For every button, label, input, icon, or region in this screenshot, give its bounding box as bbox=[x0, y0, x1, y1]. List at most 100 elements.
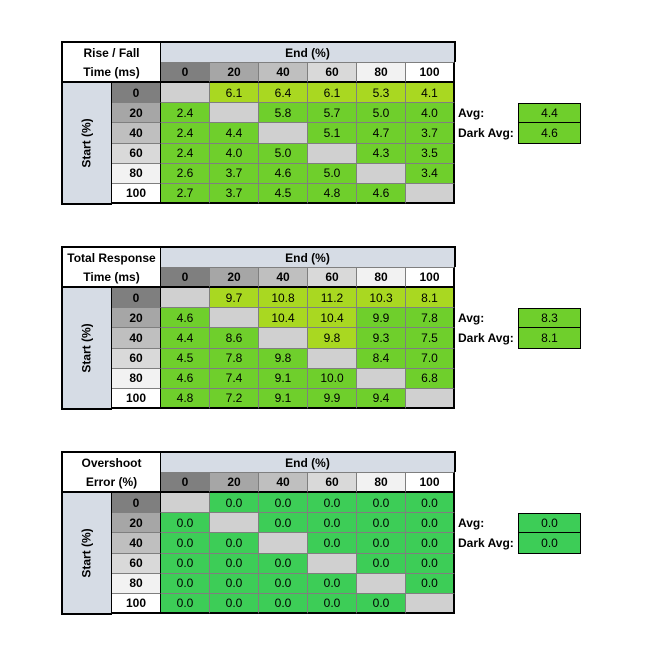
value-cell: 4.4 bbox=[210, 123, 259, 144]
value-cell bbox=[308, 553, 357, 574]
value-cell: 9.9 bbox=[357, 308, 406, 329]
value-cell bbox=[406, 594, 455, 615]
column-header: 100 bbox=[406, 267, 455, 288]
value-cell: 0.0 bbox=[259, 594, 308, 615]
value-cell: 3.7 bbox=[210, 163, 259, 184]
value-cell: 9.3 bbox=[357, 328, 406, 349]
table-title-line2: Time (ms) bbox=[61, 267, 161, 288]
column-header: 60 bbox=[308, 472, 357, 493]
value-cell: 6.8 bbox=[406, 368, 455, 389]
value-cell: 9.1 bbox=[259, 389, 308, 410]
value-cell: 5.0 bbox=[259, 143, 308, 164]
avg-label: Avg: bbox=[458, 311, 485, 326]
row-header: 20 bbox=[112, 513, 161, 534]
value-cell bbox=[161, 288, 210, 309]
value-cell: 7.4 bbox=[210, 368, 259, 389]
value-cell: 0.0 bbox=[210, 553, 259, 574]
value-cell: 4.7 bbox=[357, 123, 406, 144]
value-cell bbox=[357, 368, 406, 389]
value-cell: 0.0 bbox=[406, 493, 455, 514]
value-cell: 3.5 bbox=[406, 143, 455, 164]
value-cell: 6.1 bbox=[210, 83, 259, 104]
value-cell: 4.1 bbox=[406, 83, 455, 104]
table-title-line1: Rise / Fall bbox=[61, 41, 161, 62]
value-cell: 0.0 bbox=[259, 513, 308, 534]
column-header: 100 bbox=[406, 472, 455, 493]
value-cell: 0.0 bbox=[161, 533, 210, 554]
column-header: 60 bbox=[308, 267, 357, 288]
value-cell: 0.0 bbox=[161, 573, 210, 594]
value-cell bbox=[259, 123, 308, 144]
value-cell: 4.6 bbox=[357, 184, 406, 205]
value-cell: 10.3 bbox=[357, 288, 406, 309]
column-header: 0 bbox=[161, 472, 210, 493]
value-cell: 4.0 bbox=[406, 103, 455, 124]
value-cell: 5.7 bbox=[308, 103, 357, 124]
value-cell: 9.8 bbox=[308, 328, 357, 349]
row-header: 80 bbox=[112, 573, 161, 594]
value-cell bbox=[210, 308, 259, 329]
dark-avg-label: Dark Avg: bbox=[458, 331, 514, 346]
column-header: 20 bbox=[210, 472, 259, 493]
value-cell: 4.8 bbox=[308, 184, 357, 205]
row-header: 0 bbox=[112, 83, 161, 104]
value-cell bbox=[308, 143, 357, 164]
row-header: 60 bbox=[112, 348, 161, 369]
end-percent-header: End (%) bbox=[161, 451, 456, 472]
value-cell: 0.0 bbox=[308, 573, 357, 594]
dark-avg-value: 4.6 bbox=[518, 123, 581, 144]
dark-avg-label: Dark Avg: bbox=[458, 536, 514, 551]
value-cell: 0.0 bbox=[357, 553, 406, 574]
value-cell: 10.8 bbox=[259, 288, 308, 309]
start-percent-header: Start (%) bbox=[61, 493, 112, 616]
column-header: 60 bbox=[308, 62, 357, 83]
row-header: 80 bbox=[112, 368, 161, 389]
value-cell: 5.8 bbox=[259, 103, 308, 124]
value-cell: 2.4 bbox=[161, 143, 210, 164]
column-header: 80 bbox=[357, 472, 406, 493]
value-cell bbox=[406, 184, 455, 205]
value-cell: 0.0 bbox=[357, 533, 406, 554]
dark-avg-label: Dark Avg: bbox=[458, 126, 514, 141]
row-header: 0 bbox=[112, 493, 161, 514]
value-cell: 7.5 bbox=[406, 328, 455, 349]
table-title-line1: Total Response bbox=[61, 246, 161, 267]
row-header: 100 bbox=[112, 184, 161, 205]
value-cell: 7.2 bbox=[210, 389, 259, 410]
table-block: Overshoot Error (%) End (%) 0 20 40 60 80 100 Sta… bbox=[0, 451, 646, 621]
value-cell: 0.0 bbox=[406, 553, 455, 574]
value-cell: 10.0 bbox=[308, 368, 357, 389]
value-cell: 3.4 bbox=[406, 163, 455, 184]
avg-label: Avg: bbox=[458, 106, 485, 121]
value-cell: 6.1 bbox=[308, 83, 357, 104]
avg-value: 0.0 bbox=[518, 513, 581, 534]
value-cell: 0.0 bbox=[259, 553, 308, 574]
row-header: 80 bbox=[112, 163, 161, 184]
value-cell: 0.0 bbox=[161, 594, 210, 615]
value-cell: 0.0 bbox=[406, 533, 455, 554]
end-percent-header: End (%) bbox=[161, 246, 456, 267]
value-cell: 5.0 bbox=[357, 103, 406, 124]
start-percent-label: Start (%) bbox=[80, 528, 94, 578]
column-header: 40 bbox=[259, 472, 308, 493]
start-percent-header: Start (%) bbox=[61, 83, 112, 206]
table-block: Rise / Fall Time (ms) End (%) 0 20 40 60 80 100 S… bbox=[0, 41, 646, 211]
avg-value: 4.4 bbox=[518, 103, 581, 124]
value-cell: 5.3 bbox=[357, 83, 406, 104]
value-cell: 8.4 bbox=[357, 348, 406, 369]
value-cell: 0.0 bbox=[357, 594, 406, 615]
value-cell bbox=[308, 348, 357, 369]
value-cell: 9.7 bbox=[210, 288, 259, 309]
value-cell: 8.6 bbox=[210, 328, 259, 349]
value-cell: 7.0 bbox=[406, 348, 455, 369]
value-cell bbox=[259, 533, 308, 554]
row-header: 40 bbox=[112, 533, 161, 554]
row-header: 20 bbox=[112, 308, 161, 329]
value-cell: 0.0 bbox=[308, 533, 357, 554]
value-cell: 4.8 bbox=[161, 389, 210, 410]
value-cell: 0.0 bbox=[161, 513, 210, 534]
end-percent-header: End (%) bbox=[161, 41, 456, 62]
row-header: 20 bbox=[112, 103, 161, 124]
value-cell: 3.7 bbox=[406, 123, 455, 144]
value-cell: 0.0 bbox=[357, 493, 406, 514]
